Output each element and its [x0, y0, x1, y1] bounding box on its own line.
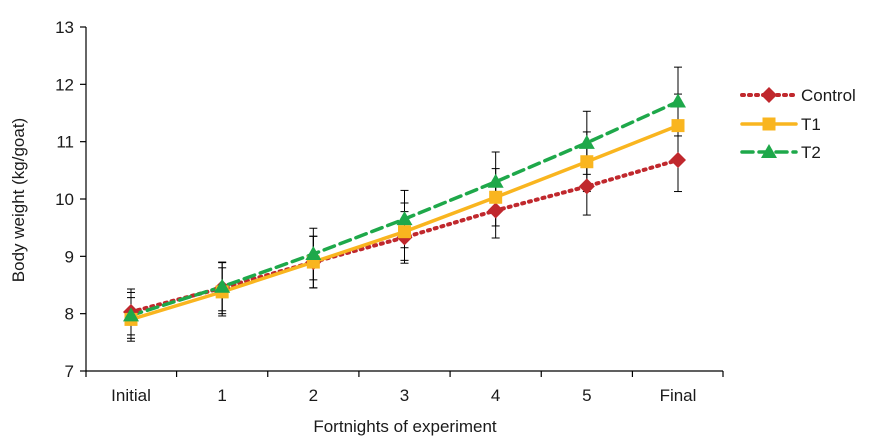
y-tick-label: 10: [55, 190, 74, 209]
y-tick-label: 11: [56, 133, 74, 152]
legend-marker-control: [761, 87, 777, 103]
x-tick-label: 3: [400, 386, 409, 405]
legend-label-control: Control: [801, 86, 856, 105]
y-tick-label: 9: [65, 247, 74, 266]
data-point-t2: [396, 211, 413, 226]
legend-marker-t2: [761, 144, 777, 158]
data-point-t2: [305, 246, 322, 261]
axes: [80, 26, 724, 377]
data-point-t2: [214, 278, 231, 293]
x-tick-label: 1: [217, 386, 226, 405]
series-markers: [123, 93, 686, 326]
data-point-control: [487, 202, 504, 219]
x-tick-label: 2: [309, 386, 318, 405]
data-point-t2: [123, 307, 139, 322]
legend-label-t1: T1: [801, 115, 821, 134]
y-tick-label: 12: [55, 75, 74, 94]
data-point-control: [578, 178, 595, 195]
data-point-t1: [489, 190, 503, 204]
data-point-t2: [578, 134, 595, 149]
y-tick-label: 13: [55, 18, 74, 37]
legend-label-t2: T2: [801, 143, 821, 162]
x-axis-title: Fortnights of experiment: [313, 417, 497, 436]
x-tick-label: 4: [491, 386, 500, 405]
data-point-control: [670, 152, 686, 169]
y-tick-label: 7: [65, 362, 74, 381]
data-point-t2: [487, 173, 504, 188]
y-tick-label: 8: [65, 305, 74, 324]
data-point-t1: [671, 119, 685, 133]
x-tick-label: Initial: [111, 386, 151, 405]
error-bars: [127, 66, 682, 342]
data-point-t1: [580, 155, 594, 169]
data-point-t2: [670, 93, 686, 108]
y-axis-title: Body weight (kg/goat): [9, 118, 28, 282]
x-tick-label: Final: [660, 386, 697, 405]
legend: Control T1 T2: [740, 86, 856, 162]
x-tick-label: 5: [582, 386, 591, 405]
data-point-t1: [398, 225, 411, 239]
legend-marker-t1: [762, 117, 776, 131]
